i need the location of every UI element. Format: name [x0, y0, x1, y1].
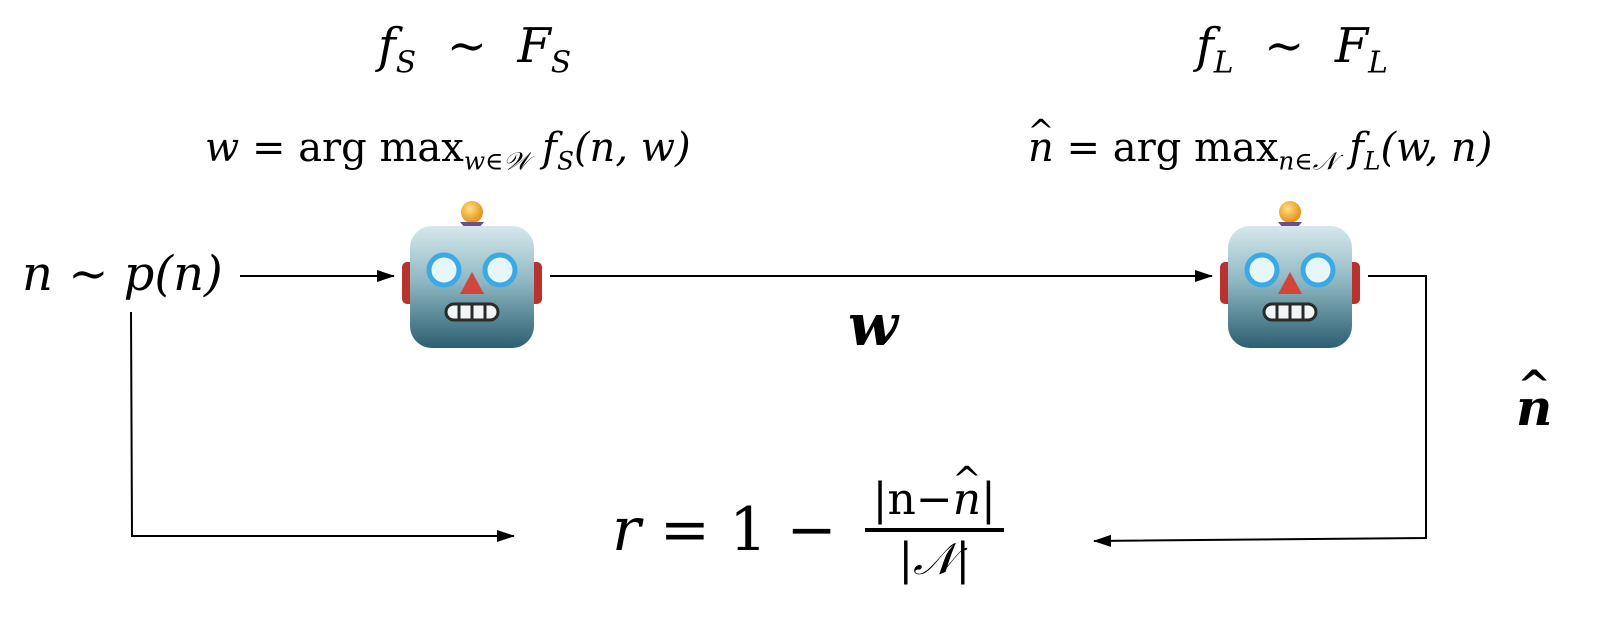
message-label: w: [848, 291, 898, 359]
speaker-distribution: fS ∼ FS: [378, 18, 572, 81]
arrow-source-to-reward: [130, 311, 515, 542]
source-distribution: n ∼ p(n): [22, 246, 223, 302]
guess-label: n: [1516, 383, 1552, 433]
reward-numerator: |n−n|: [865, 478, 1004, 528]
reward-denominator: |𝒩|: [898, 534, 971, 585]
reward-formula: r = 1 − |n−n| |𝒩|: [612, 478, 1004, 582]
reward-fraction: |n−n| |𝒩|: [864, 478, 1004, 585]
arrow-listener-to-reward: [1093, 275, 1427, 547]
speaker-policy-formula: w = arg maxw∈𝒲 fS(n, w): [205, 125, 691, 176]
fraction-bar: [864, 528, 1004, 532]
robot-icon: [402, 201, 542, 348]
robot-icon: [1220, 201, 1360, 348]
listener-distribution: fL ∼ FL: [1196, 18, 1388, 81]
listener-policy-formula: n = arg maxn∈𝒩 fL(w, n): [1028, 128, 1492, 174]
